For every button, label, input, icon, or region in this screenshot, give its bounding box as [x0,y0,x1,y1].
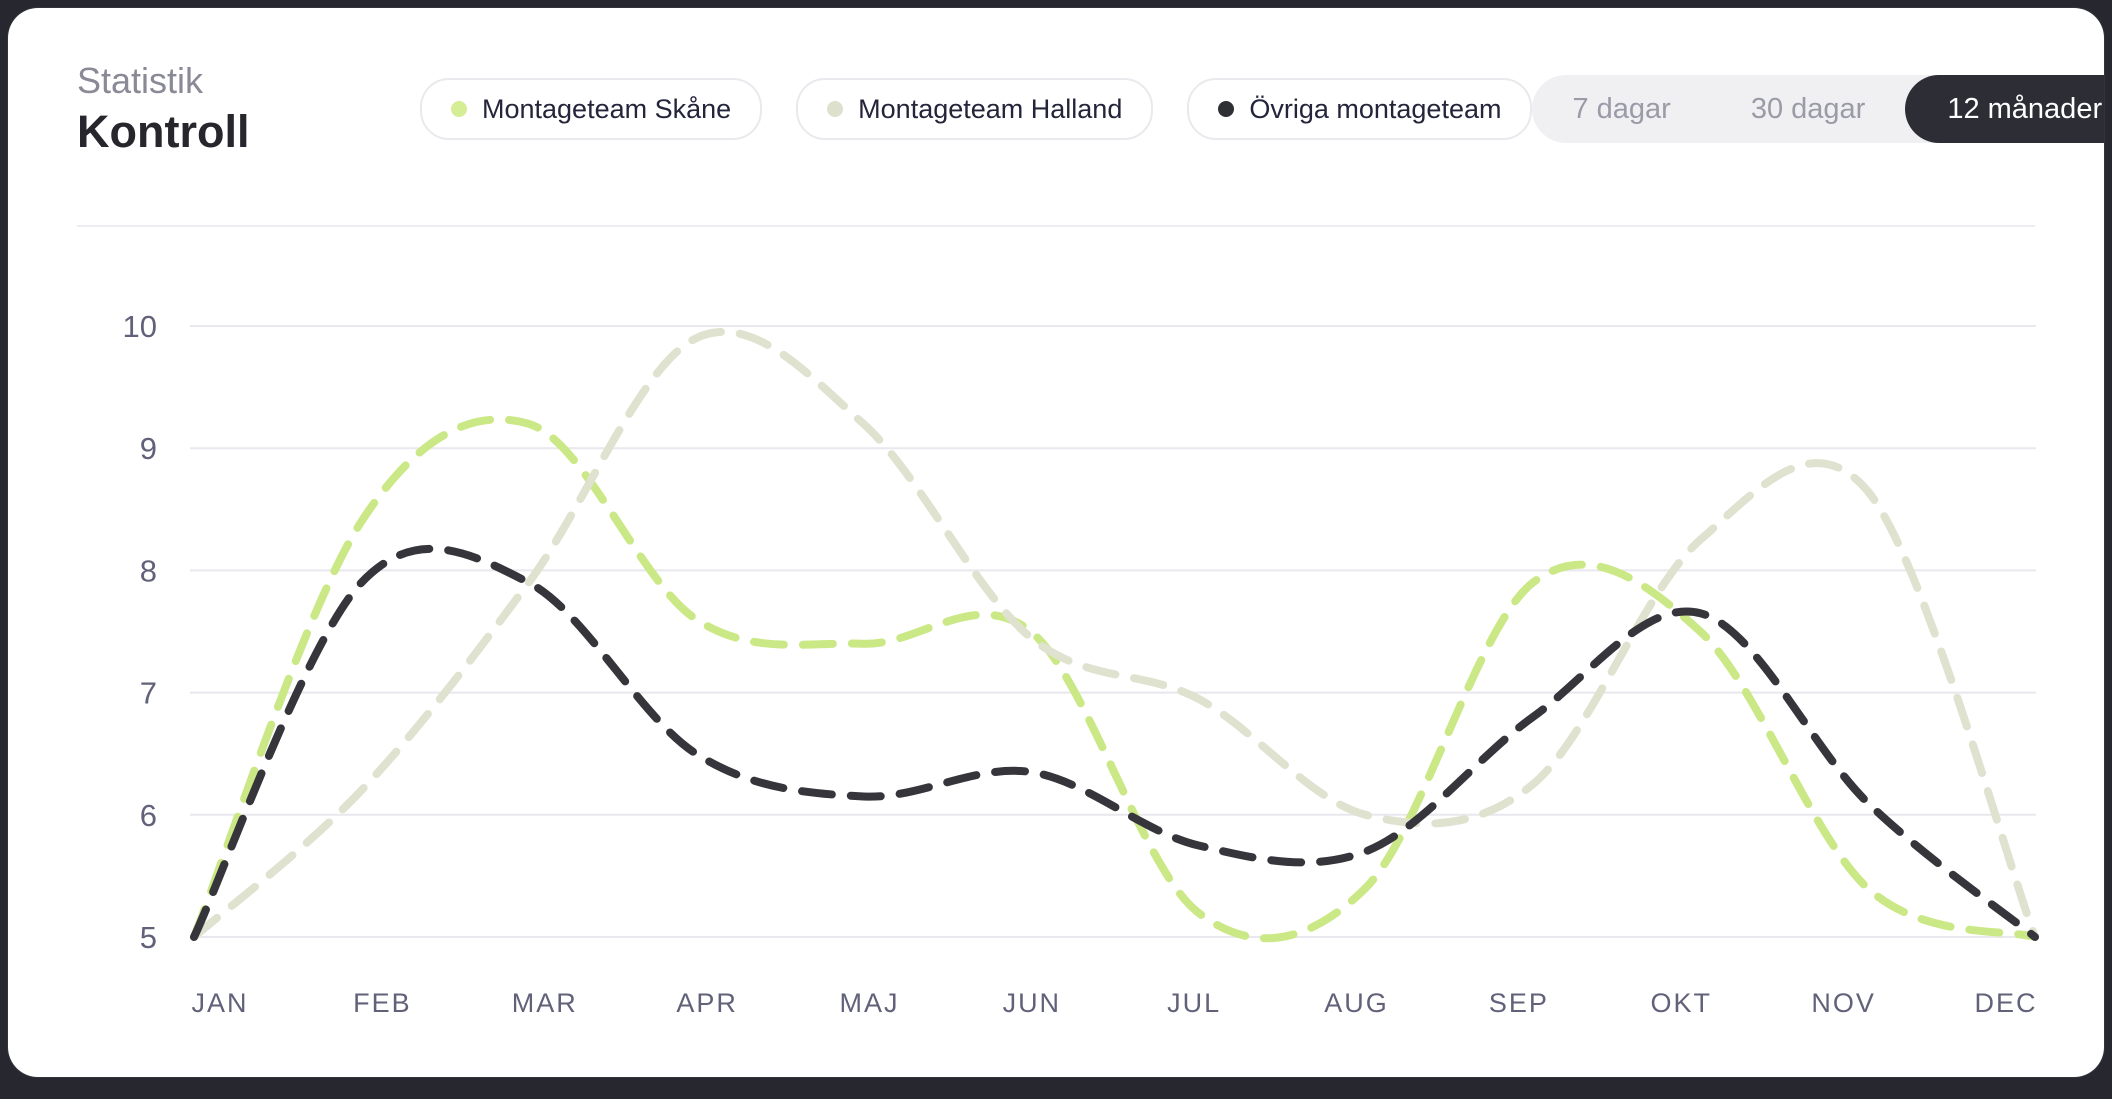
title-block: Statistik Kontroll [77,58,347,160]
legend-dot-icon [451,101,467,117]
header-divider [77,225,2035,227]
legend-dot-icon [827,101,844,117]
legend: Montageteam Skåne Montageteam Halland Övri… [420,78,1533,140]
legend-chip-label: Montageteam Skåne [482,93,732,124]
legend-chip-0[interactable]: Montageteam Skåne [420,78,763,140]
range-option-2[interactable]: 12 månader [1905,75,2104,143]
legend-chip-2[interactable]: Övriga montageteam [1187,78,1533,140]
stats-card: Statistik Kontroll Montageteam Skåne Mont… [8,8,2104,1077]
card-header: Statistik Kontroll Montageteam Skåne Mont… [8,8,2104,160]
legend-chip-label: Montageteam Halland [858,93,1123,124]
range-option-0[interactable]: 7 dagar [1572,92,1671,125]
card-eyebrow: Statistik [77,60,204,101]
card-title: Kontroll [77,106,250,157]
range-option-1[interactable]: 30 dagar [1750,92,1866,125]
legend-dot-icon [1218,101,1235,117]
range-selector: 7 dagar 30 dagar 12 månader [1532,75,2104,143]
legend-chip-1[interactable]: Montageteam Halland [796,78,1154,140]
legend-chip-label: Övriga montageteam [1249,93,1502,124]
